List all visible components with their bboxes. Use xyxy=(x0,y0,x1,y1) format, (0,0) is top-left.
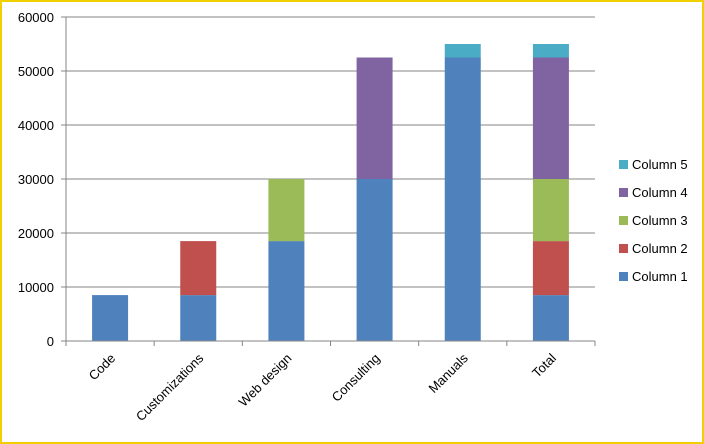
legend-swatch xyxy=(619,244,628,253)
x-tick-label: Consulting xyxy=(329,351,383,405)
legend-label: Column 1 xyxy=(632,269,688,284)
legend-label: Column 4 xyxy=(632,185,688,200)
legend-swatch xyxy=(619,160,628,169)
bar-segment-column-2 xyxy=(532,241,569,296)
bar-segment-column-4 xyxy=(532,57,569,179)
y-tick-label: 30000 xyxy=(18,172,54,187)
bars xyxy=(92,44,569,341)
bar-segment-column-5 xyxy=(532,44,569,58)
bar-segment-column-4 xyxy=(356,57,393,179)
bar-segment-column-1 xyxy=(268,241,305,341)
x-tick-label: Customizations xyxy=(133,350,207,424)
bar-segment-column-3 xyxy=(532,179,569,242)
y-tick-label: 40000 xyxy=(18,118,54,133)
x-tick-label: Manuals xyxy=(426,350,472,396)
y-tick-label: 20000 xyxy=(18,226,54,241)
legend-item: Column 4 xyxy=(619,185,688,200)
bar-segment-column-1 xyxy=(180,295,217,341)
bar-segment-column-5 xyxy=(444,44,481,58)
bar-segment-column-1 xyxy=(444,57,481,341)
legend-label: Column 3 xyxy=(632,213,688,228)
x-tick-label: Web design xyxy=(236,351,295,410)
legend-label: Column 2 xyxy=(632,241,688,256)
y-axis: 0 10000 20000 30000 40000 50000 60000 xyxy=(18,10,67,349)
bar-segment-column-3 xyxy=(268,179,305,242)
legend-item: Column 1 xyxy=(619,269,688,284)
bar-segment-column-2 xyxy=(180,241,217,296)
bar-segment-column-1 xyxy=(532,295,569,341)
x-tick-label: Total xyxy=(529,350,559,380)
bar-segment-column-1 xyxy=(92,295,129,341)
legend-label: Column 5 xyxy=(632,157,688,172)
gridlines xyxy=(66,16,595,288)
legend: Column 5 Column 4 Column 3 Column 2 Column 1 xyxy=(619,157,688,284)
legend-item: Column 5 xyxy=(619,157,688,172)
bar-segment-column-1 xyxy=(356,179,393,341)
y-tick-label: 60000 xyxy=(18,10,54,25)
y-tick-label: 0 xyxy=(47,334,54,349)
y-tick-label: 50000 xyxy=(18,64,54,79)
legend-item: Column 3 xyxy=(619,213,688,228)
legend-swatch xyxy=(619,216,628,225)
legend-swatch xyxy=(619,272,628,281)
legend-item: Column 2 xyxy=(619,241,688,256)
x-tick-label: Code xyxy=(86,351,119,384)
legend-swatch xyxy=(619,188,628,197)
y-tick-label: 10000 xyxy=(18,280,54,295)
x-axis: Code Customizations Web design Consulting Ma… xyxy=(65,340,596,424)
